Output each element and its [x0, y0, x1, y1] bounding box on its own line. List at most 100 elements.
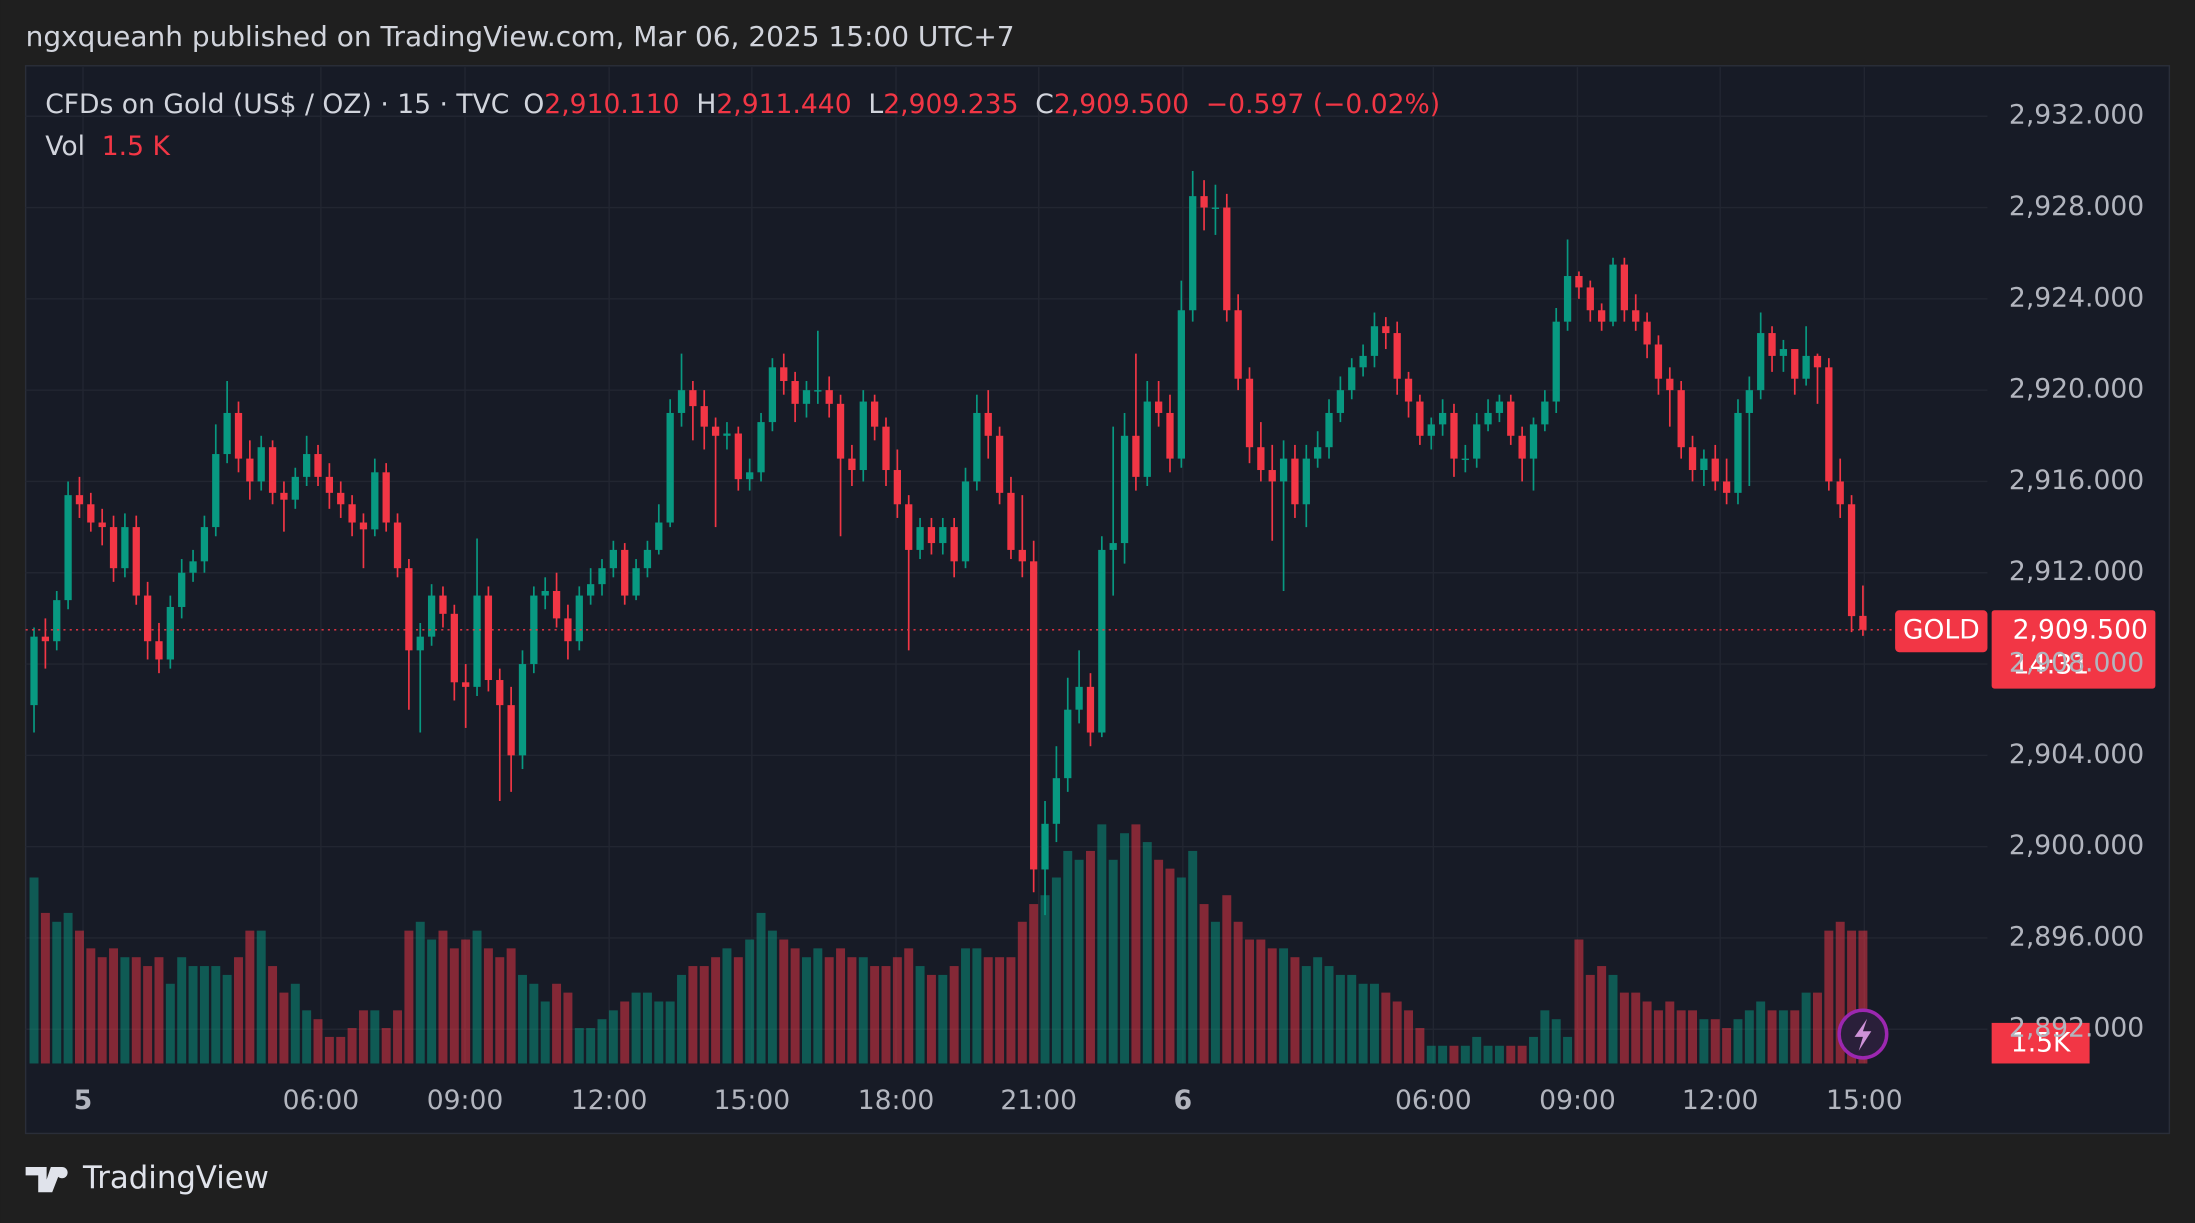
x-tick-label: 09:00	[427, 1085, 504, 1116]
candle-body	[1018, 549, 1026, 562]
volume-bar	[1767, 1010, 1777, 1064]
volume-bar	[1188, 850, 1198, 1064]
candle-body	[1177, 310, 1185, 459]
volume-bar	[1631, 992, 1641, 1064]
legend-low: 2,909.235	[883, 88, 1018, 119]
volume-bar	[472, 930, 482, 1064]
volume-bar	[665, 1001, 675, 1064]
candles	[30, 171, 1867, 916]
volume-bar	[586, 1028, 596, 1064]
volume-bar	[1245, 939, 1254, 1064]
volume-bar	[1790, 1010, 1800, 1064]
volume-bar	[926, 974, 936, 1064]
volume-bar	[290, 983, 300, 1064]
volume-bar	[393, 1010, 403, 1064]
candle-body	[1518, 435, 1526, 459]
volume-bar	[1494, 1045, 1504, 1064]
volume-bar	[1415, 1028, 1425, 1064]
candle-body	[1643, 321, 1651, 345]
candle-body	[1336, 390, 1345, 413]
candle-body	[1132, 435, 1140, 477]
candle-body	[689, 390, 697, 407]
candle-body	[552, 591, 561, 619]
y-tick-label: 2,912.000	[2009, 556, 2144, 587]
candle-body	[75, 495, 84, 505]
volume-bar	[1324, 966, 1334, 1064]
candle-body	[1245, 378, 1254, 448]
volume-bar	[1256, 939, 1266, 1064]
candle-body	[427, 595, 436, 637]
candle-body	[541, 591, 549, 596]
overlay: GOLD 2,909.500 14:31 1.5K	[25, 610, 2156, 1064]
candle-body	[1734, 412, 1742, 493]
volume-bar	[143, 966, 153, 1064]
candle-body	[1484, 412, 1492, 425]
volume-bar	[1563, 1036, 1573, 1064]
candle-body	[405, 568, 413, 651]
x-tick-label: 06:00	[1395, 1085, 1472, 1116]
candle-body	[780, 367, 788, 382]
candle-body	[1314, 447, 1322, 459]
candle-body	[212, 454, 220, 528]
candle-body	[393, 522, 402, 569]
y-tick-label: 2,924.000	[2009, 282, 2144, 313]
candle-body	[348, 504, 356, 523]
volume-bar	[63, 912, 73, 1064]
volume-bar	[370, 1010, 380, 1064]
volume-bar	[870, 966, 880, 1064]
candle-body	[814, 390, 822, 392]
volume-bar	[1722, 1028, 1732, 1064]
volume-bar	[52, 921, 62, 1064]
candle-body	[1359, 355, 1367, 368]
candle-body	[1325, 412, 1333, 448]
volume-bar	[677, 974, 686, 1064]
ticker-label: GOLD	[1903, 615, 1980, 646]
volume-bar	[415, 921, 425, 1064]
volume-badge	[1991, 1022, 2090, 1064]
candle-body	[1234, 310, 1242, 379]
volume-bar	[404, 930, 414, 1064]
volume-bar	[1063, 850, 1073, 1064]
volume-bar	[1313, 957, 1323, 1064]
volume-bar	[1108, 859, 1118, 1064]
volume-bar	[1176, 877, 1186, 1064]
volume-bar	[722, 948, 732, 1064]
candle-body	[1666, 378, 1674, 391]
candle-body	[314, 454, 322, 477]
candle-body	[643, 549, 652, 569]
candle-body	[121, 527, 129, 569]
y-tick-label: 2,900.000	[2009, 830, 2144, 861]
candle-body	[1473, 424, 1481, 459]
y-tick-label: 2,932.000	[2009, 100, 2144, 131]
candle-body	[1529, 424, 1538, 459]
candle-body	[223, 412, 231, 455]
volume-bar	[904, 948, 914, 1064]
candle-body	[836, 403, 845, 459]
volume-bar	[1517, 1045, 1527, 1064]
volume-bar	[699, 966, 709, 1064]
volume-bar	[1404, 1010, 1414, 1064]
candle-body	[1370, 326, 1379, 356]
publish-header: ngxqueanh published on TradingView.com, …	[26, 20, 1015, 53]
volume-bar	[438, 930, 448, 1064]
legend-key: H	[696, 88, 716, 119]
candle-body	[280, 492, 288, 500]
volume-bar	[642, 992, 652, 1064]
alert-icon[interactable]	[1837, 1008, 1889, 1060]
candle-body	[416, 636, 424, 651]
candle-body	[143, 595, 152, 642]
legend-close: 2,909.500	[1054, 88, 1189, 119]
candle-body	[462, 682, 470, 687]
volume-bar	[1472, 1036, 1482, 1064]
candle-body	[757, 422, 765, 473]
candle-body	[1688, 447, 1697, 471]
volume-bar	[892, 957, 902, 1064]
volume-bar	[1688, 1010, 1698, 1064]
candle-body	[178, 572, 186, 607]
candle-body	[1382, 326, 1390, 334]
volume-bar	[1017, 921, 1027, 1064]
candle-body	[155, 641, 163, 660]
volume-bar	[733, 957, 743, 1064]
volume-bar	[211, 966, 221, 1064]
